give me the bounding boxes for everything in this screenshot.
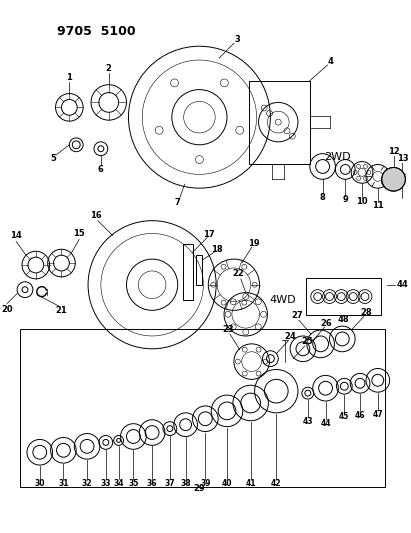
Text: 42: 42 bbox=[271, 479, 282, 488]
Text: 7: 7 bbox=[175, 198, 180, 207]
Text: 8: 8 bbox=[320, 192, 326, 201]
Text: 25: 25 bbox=[301, 337, 313, 346]
Text: 14: 14 bbox=[10, 231, 22, 240]
Text: 12: 12 bbox=[388, 147, 399, 156]
Text: 36: 36 bbox=[147, 479, 157, 488]
Text: 2: 2 bbox=[106, 64, 112, 74]
Text: 47: 47 bbox=[372, 410, 383, 419]
Text: 3: 3 bbox=[234, 35, 240, 44]
Text: 44: 44 bbox=[320, 419, 331, 428]
Bar bbox=[182, 244, 192, 300]
Text: 30: 30 bbox=[35, 479, 45, 488]
Text: 10: 10 bbox=[356, 197, 368, 206]
Text: 33: 33 bbox=[101, 479, 111, 488]
Text: 23: 23 bbox=[222, 325, 234, 334]
Text: 27: 27 bbox=[291, 311, 303, 320]
Text: 28: 28 bbox=[360, 308, 372, 317]
Text: 2WD: 2WD bbox=[324, 151, 351, 161]
Text: 45: 45 bbox=[339, 413, 349, 421]
Text: 35: 35 bbox=[128, 479, 139, 488]
Text: 44: 44 bbox=[397, 280, 408, 289]
Text: 5: 5 bbox=[51, 154, 56, 163]
Text: 26: 26 bbox=[321, 319, 332, 328]
Text: 18: 18 bbox=[211, 245, 223, 254]
Bar bbox=[196, 255, 202, 285]
Text: 39: 39 bbox=[200, 479, 210, 488]
Text: 4WD: 4WD bbox=[270, 295, 296, 304]
Circle shape bbox=[382, 167, 405, 191]
Text: 40: 40 bbox=[222, 479, 232, 488]
Text: 29: 29 bbox=[194, 484, 205, 493]
Text: 38: 38 bbox=[180, 479, 191, 488]
Text: 15: 15 bbox=[73, 229, 85, 238]
Text: 43: 43 bbox=[302, 417, 313, 426]
Text: 37: 37 bbox=[164, 479, 175, 488]
Text: 9: 9 bbox=[342, 196, 348, 205]
Text: 21: 21 bbox=[55, 306, 67, 315]
Text: 41: 41 bbox=[245, 479, 256, 488]
Text: 22: 22 bbox=[232, 269, 244, 278]
Text: 46: 46 bbox=[355, 411, 365, 421]
Text: 16: 16 bbox=[90, 211, 102, 220]
Text: 17: 17 bbox=[203, 230, 215, 239]
Text: 11: 11 bbox=[372, 201, 384, 211]
Text: 6: 6 bbox=[98, 165, 104, 174]
Text: 31: 31 bbox=[58, 479, 69, 488]
Text: 34: 34 bbox=[113, 479, 124, 488]
Text: 19: 19 bbox=[248, 239, 259, 248]
Text: 32: 32 bbox=[82, 479, 92, 488]
Text: 13: 13 bbox=[397, 154, 408, 163]
Text: 1: 1 bbox=[67, 73, 72, 82]
Bar bbox=[306, 278, 381, 316]
Text: 9705  5100: 9705 5100 bbox=[57, 25, 135, 38]
Text: 48: 48 bbox=[337, 314, 349, 324]
Text: 20: 20 bbox=[2, 305, 13, 314]
Text: 24: 24 bbox=[284, 333, 296, 342]
Text: 4: 4 bbox=[328, 56, 333, 66]
Bar bbox=[249, 80, 310, 164]
Bar bbox=[20, 329, 385, 487]
